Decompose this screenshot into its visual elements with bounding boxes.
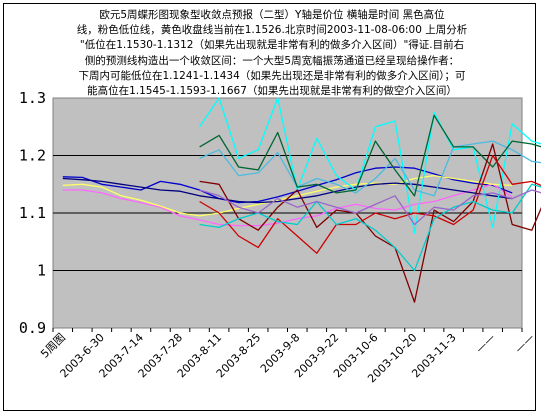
chart-title-line-6: 能高位在1.1545-1.1593-1.1667（如果先出现就是非常有利的做空介… (87, 85, 457, 98)
y-tick-label: 1 (37, 262, 46, 280)
x-tick-label: —— (473, 331, 498, 356)
chart-title: 欧元5周蝶形图现象型收敛点预报（二型）Y轴是价位 横轴是时间 黑色高位 线，粉色… (52, 8, 492, 99)
series-line-8 (199, 143, 541, 303)
chart-title-line-4: 侧的预测线构造出一个收敛区间：一个大型5周宽幅振荡通道已经呈现给操作者： (84, 54, 460, 67)
series-line-2 (62, 183, 513, 227)
y-tick-label: 0.9 (19, 319, 46, 337)
series-line-6 (199, 140, 541, 197)
series-line-10 (199, 183, 541, 272)
y-tick-label: 1.1 (19, 204, 46, 222)
x-tick-label: —— (512, 331, 537, 356)
chart-title-line-1: 欧元5周蝶形图现象型收敛点预报（二型）Y轴是价位 横轴是时间 黑色高位 (99, 9, 445, 21)
series-line-1 (62, 166, 513, 204)
y-tick-label: 1.3 (19, 89, 46, 107)
series-line-11 (199, 189, 541, 226)
series-line-5 (199, 97, 541, 234)
chart-title-line-2: 线，粉色低位线，黄色收盘线当前在1.1526.北京时间2003-11-08-06… (76, 24, 468, 37)
series-line-7 (199, 114, 541, 197)
chart-title-line-5: 下周内可能低位在1.1241-1.1434（如果先出现还是非常有利的做多介入区间… (78, 69, 466, 82)
y-tick-label: 1.2 (19, 147, 46, 165)
series-line-9 (199, 154, 541, 254)
chart-title-line-3: "低位在1.1530-1.1312（如果先出现就是非常有利的做多介入区间）"得证… (79, 39, 465, 52)
